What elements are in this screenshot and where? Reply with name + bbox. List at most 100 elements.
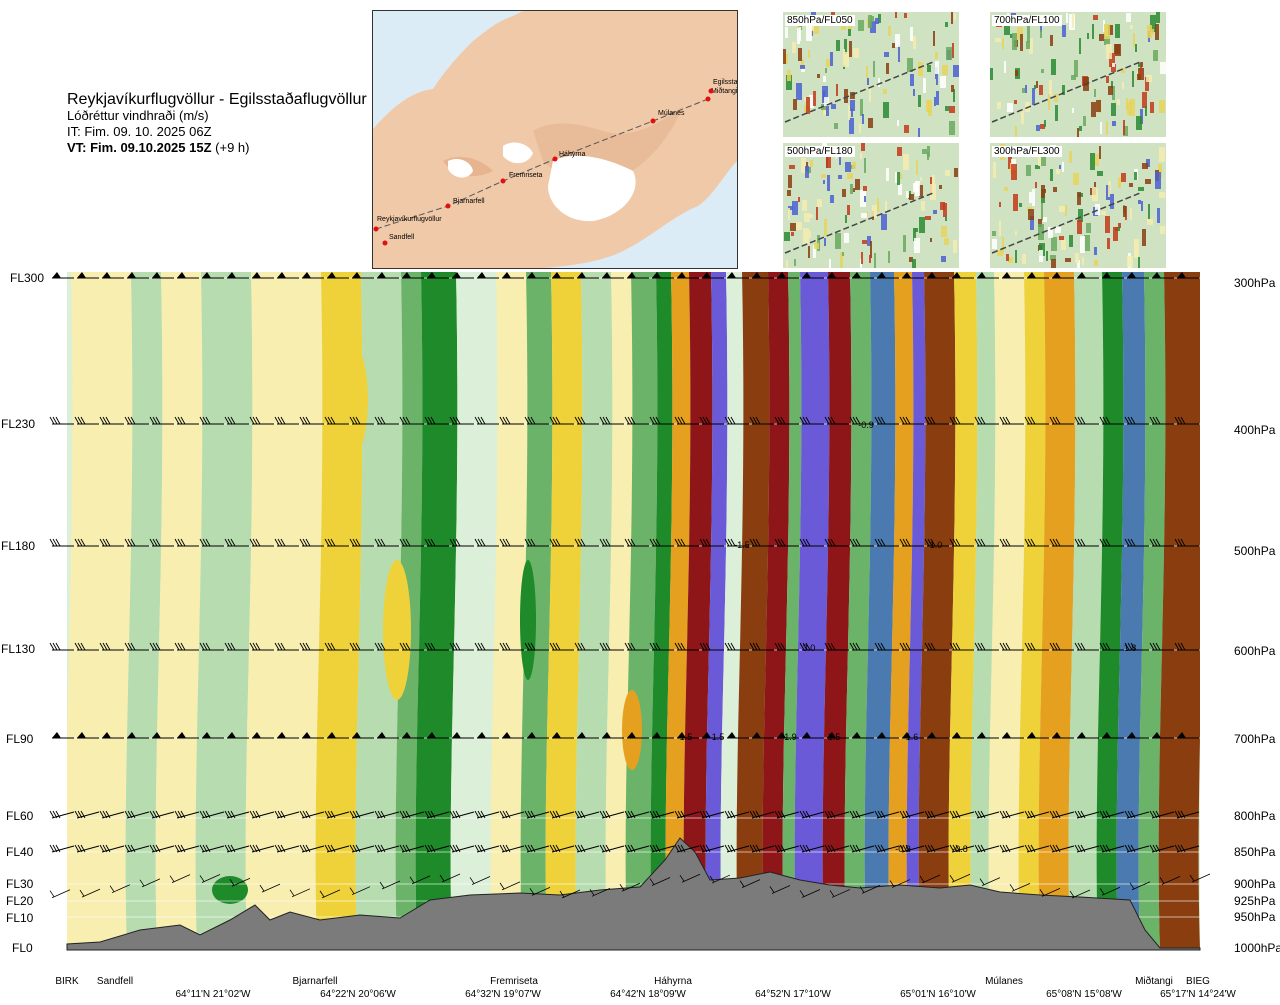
wind-barb bbox=[439, 873, 461, 883]
thumbnail-field-cell bbox=[927, 152, 929, 160]
thumbnail-field-cell bbox=[808, 50, 810, 58]
coordinate-label: 64°42'N 18°09'W bbox=[610, 989, 686, 1000]
thumbnail-field-cell bbox=[874, 253, 876, 269]
velocity-band bbox=[1158, 272, 1200, 950]
wind-barb bbox=[699, 810, 725, 819]
wind-barb bbox=[769, 885, 791, 894]
thumbnail-field-cell bbox=[792, 42, 796, 53]
thumbnail-field-cell bbox=[1039, 250, 1043, 262]
thumbnail-field-cell bbox=[945, 170, 950, 176]
wind-barb bbox=[499, 810, 525, 819]
wind-barb bbox=[627, 272, 649, 279]
thumbnail-field-cell bbox=[1140, 62, 1142, 77]
thumbnail-field-cell bbox=[798, 197, 800, 202]
thumbnail-field-cell bbox=[1126, 98, 1128, 110]
thumbnail-field-cell bbox=[940, 76, 946, 88]
wind-barb bbox=[99, 416, 124, 425]
wind-barb bbox=[302, 732, 324, 739]
wind-barb bbox=[979, 877, 1001, 886]
thumbnail-field-cell bbox=[1013, 194, 1018, 211]
wind-barb bbox=[249, 642, 274, 651]
wind-barb bbox=[274, 538, 299, 547]
thumbnail-field-cell bbox=[1026, 165, 1031, 176]
thumbnail-field-cell bbox=[1148, 204, 1150, 219]
thumbnail-field-cell bbox=[1111, 103, 1116, 116]
wind-barb bbox=[299, 642, 324, 651]
wind-barb bbox=[374, 416, 399, 425]
thumbnail-500[interactable]: 500hPa/FL180 bbox=[783, 143, 959, 276]
wind-barb bbox=[52, 732, 74, 739]
issue-time: IT: Fim. 09. 10. 2025 06Z bbox=[67, 124, 212, 139]
thumbnail-field-cell bbox=[1032, 88, 1035, 105]
wind-barb bbox=[149, 810, 175, 819]
thumbnail-field-cell bbox=[945, 217, 947, 221]
thumbnail-field-cell bbox=[1034, 85, 1036, 89]
wind-barb bbox=[927, 732, 949, 739]
station-label: BIRK bbox=[55, 976, 79, 987]
thumbnail-field-cell bbox=[1123, 126, 1128, 136]
thumbnail-300[interactable]: 300hPa/FL300 bbox=[990, 143, 1166, 275]
wind-barb bbox=[1077, 732, 1099, 739]
wind-barb bbox=[949, 873, 971, 883]
thumbnail-field-cell bbox=[1041, 185, 1045, 198]
thumbnail-field-cell bbox=[1061, 240, 1066, 250]
thumbnail-field-cell bbox=[946, 47, 952, 60]
wind-barb bbox=[229, 877, 251, 887]
thumbnail-field-cell bbox=[1159, 100, 1165, 113]
wind-barb bbox=[877, 732, 899, 739]
thumbnail-field-cell bbox=[860, 259, 862, 272]
thumbnail-850[interactable]: 850hPa/FL050 bbox=[783, 12, 959, 138]
contour-label: 1.6 bbox=[906, 732, 919, 742]
station-label: Bjarnarfell bbox=[292, 976, 338, 987]
thumbnail-field-cell bbox=[809, 231, 811, 238]
thumbnail-700[interactable]: 700hPa/FL100 bbox=[990, 12, 1166, 141]
wind-barb bbox=[724, 642, 749, 651]
wind-barb bbox=[302, 272, 324, 279]
thumbnail-field-cell bbox=[1073, 173, 1079, 185]
velocity-band bbox=[125, 272, 163, 950]
thumbnail-field-cell bbox=[1087, 33, 1089, 39]
thumbnail-field-cell bbox=[1039, 243, 1045, 256]
thumbnail-label: 500hPa/FL180 bbox=[785, 146, 855, 157]
thumbnail-field-cell bbox=[836, 84, 838, 96]
wind-barb bbox=[174, 810, 200, 819]
map-point-marker bbox=[552, 156, 558, 162]
thumbnail-field-cell bbox=[845, 215, 847, 223]
wind-barb bbox=[399, 416, 424, 425]
wind-barb bbox=[374, 538, 399, 547]
contour-label: -0.9 bbox=[858, 420, 874, 430]
thumbnail-field-cell bbox=[868, 118, 873, 128]
thumbnail-field-cell bbox=[1004, 61, 1006, 73]
map-point-marker bbox=[708, 88, 714, 94]
thumbnail-field-cell bbox=[941, 256, 946, 262]
map-point-marker bbox=[373, 226, 379, 232]
wind-barb bbox=[824, 810, 850, 819]
thumbnail-field-cell bbox=[927, 65, 931, 72]
thumbnail-field-cell bbox=[898, 184, 902, 195]
thumbnail-field-cell bbox=[921, 201, 925, 211]
thumbnail-field-cell bbox=[1099, 34, 1105, 41]
fl-label: FL180 bbox=[1, 539, 36, 553]
wind-barb bbox=[802, 732, 824, 739]
thumbnail-field-cell bbox=[925, 216, 931, 220]
wind-barb bbox=[802, 272, 824, 279]
thumbnail-field-cell bbox=[1129, 99, 1135, 116]
wind-barb bbox=[527, 732, 549, 739]
wind-barb bbox=[499, 416, 524, 425]
wind-barb bbox=[199, 416, 224, 425]
station-label: Miðtangi bbox=[1135, 976, 1173, 987]
velocity-band bbox=[1116, 272, 1146, 950]
wind-barb bbox=[402, 732, 424, 739]
thumbnail-field-cell bbox=[847, 173, 853, 179]
wind-barb bbox=[174, 642, 199, 651]
thumbnail-field-cell bbox=[897, 147, 902, 156]
variable-title: Lóðréttur vindhraði (m/s) bbox=[67, 108, 209, 123]
thumbnail-field-cell bbox=[1015, 70, 1018, 76]
wind-barb bbox=[574, 538, 599, 547]
wind-barb bbox=[177, 272, 199, 279]
wind-barb bbox=[274, 810, 300, 819]
thumbnail-field-cell bbox=[849, 118, 854, 134]
wind-barb bbox=[974, 538, 999, 547]
wind-barb bbox=[1099, 844, 1125, 853]
thumbnail-field-cell bbox=[817, 199, 822, 207]
